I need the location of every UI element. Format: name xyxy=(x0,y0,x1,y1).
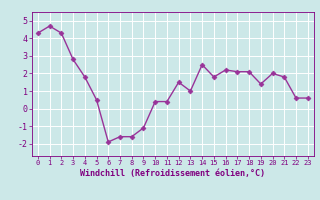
X-axis label: Windchill (Refroidissement éolien,°C): Windchill (Refroidissement éolien,°C) xyxy=(80,169,265,178)
